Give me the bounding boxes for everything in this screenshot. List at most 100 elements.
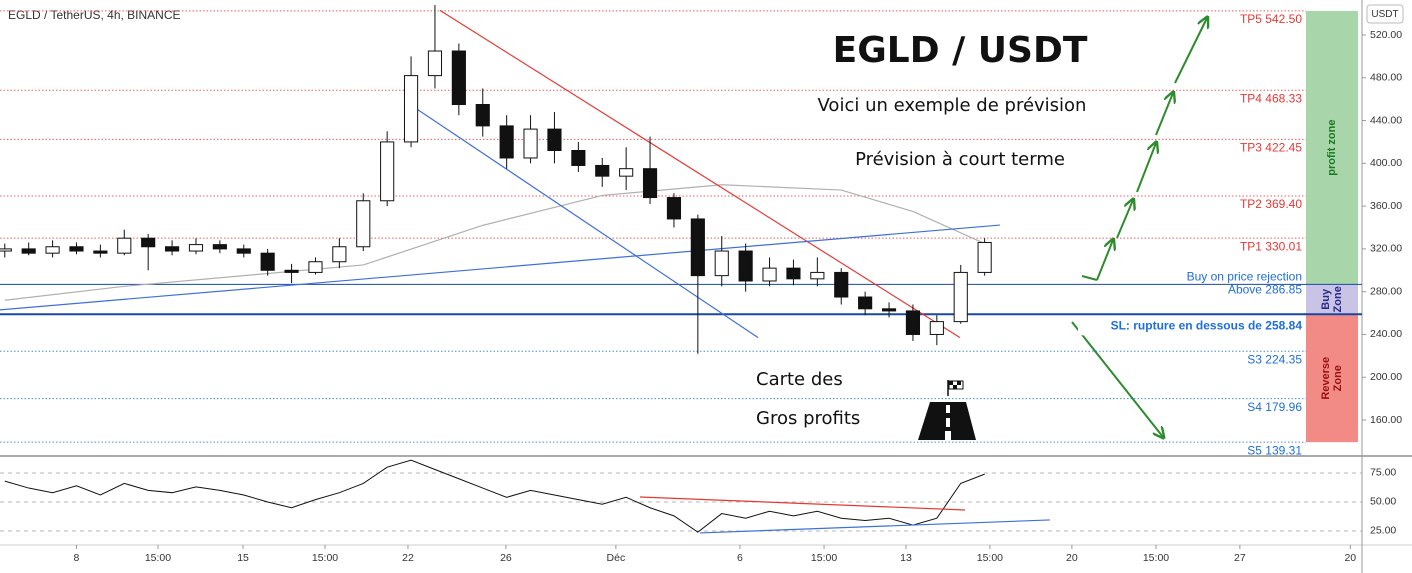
note: Prévision à court terme <box>855 149 1065 170</box>
background <box>1306 10 1358 443</box>
zone <box>1306 314 1358 443</box>
unit-box <box>1366 4 1404 24</box>
candle-body <box>212 244 227 250</box>
trend-line <box>439 9 961 339</box>
x-tick-label: 13 <box>900 552 912 564</box>
zone <box>1306 10 1358 285</box>
note: Carte des <box>756 369 843 390</box>
candle-body <box>666 197 682 220</box>
candle-body <box>714 250 729 277</box>
x-tick-label: 15:00 <box>1143 552 1169 564</box>
y-tick-label: 50.00 <box>1370 496 1396 508</box>
zone <box>1306 284 1358 315</box>
zone-label: Buy <box>1320 288 1332 310</box>
zone-label: profit zone <box>1326 120 1338 176</box>
candle-body <box>117 237 132 254</box>
candle-body <box>499 125 514 159</box>
note: Voici un exemple de prévision <box>818 95 1087 116</box>
x-tick-label: 15 <box>237 552 249 564</box>
moving-average <box>4 184 985 301</box>
trend-line <box>414 107 759 339</box>
candle-body <box>69 246 84 252</box>
candle-body <box>881 308 897 312</box>
candle-body <box>547 128 562 151</box>
trend-line <box>639 496 966 511</box>
level-label: Above 286.85 <box>1228 283 1302 297</box>
candle-body <box>690 218 705 277</box>
x-tick-label: Déc <box>607 552 626 564</box>
x-tick-label: 27 <box>1234 552 1246 564</box>
candle-body <box>953 271 968 323</box>
candle-body <box>45 246 60 254</box>
y-tick-label: 75.00 <box>1370 467 1396 479</box>
level-label: SL: rupture en dessous de 258.84 <box>1111 318 1303 332</box>
candle-body <box>21 248 36 254</box>
x-tick-label: 15:00 <box>811 552 837 564</box>
candle-body <box>977 241 992 273</box>
y-tick-label: 440.00 <box>1370 114 1402 126</box>
level-label: TP4 468.33 <box>1240 91 1302 105</box>
level-label: S4 179.96 <box>1247 400 1302 414</box>
candle-body <box>595 164 610 177</box>
y-tick-label: 360.00 <box>1370 200 1402 212</box>
y-tick-label: 25.00 <box>1370 525 1396 537</box>
candle-body <box>523 128 538 159</box>
candle-body <box>571 149 586 166</box>
trend-line <box>0 224 1000 311</box>
candle-body <box>810 271 825 280</box>
candle-body <box>380 141 395 202</box>
x-tick-label: 15:00 <box>977 552 1003 564</box>
candle-body <box>786 267 801 280</box>
candle-body <box>308 261 323 273</box>
x-tick-label: 26 <box>500 552 512 564</box>
x-tick-label: 22 <box>402 552 414 564</box>
y-tick-label: 520.00 <box>1370 29 1402 41</box>
candle-body <box>332 246 347 263</box>
note: Gros profits <box>756 408 860 429</box>
candle-body <box>619 168 634 177</box>
candle-body <box>141 237 156 248</box>
y-tick-label: 400.00 <box>1370 157 1402 169</box>
candle-body <box>427 50 443 77</box>
unit-label: USDT <box>1371 9 1398 20</box>
x-tick-label: 20 <box>1344 552 1356 564</box>
candle-body <box>929 321 944 335</box>
headline: EGLD / USDT <box>833 30 1088 71</box>
candle-body <box>260 252 275 271</box>
candle-body <box>762 267 777 282</box>
x-tick-label: 8 <box>74 552 80 564</box>
candle-body <box>738 250 753 282</box>
candle-body <box>642 168 658 199</box>
level-label: TP3 422.45 <box>1240 140 1302 154</box>
level-note: Buy on price rejection <box>1187 270 1302 284</box>
zone-label: Reverse <box>1320 357 1332 400</box>
y-tick-label: 480.00 <box>1370 72 1402 84</box>
forecast-arrows <box>1071 18 1207 437</box>
level-label: TP5 542.50 <box>1240 12 1302 26</box>
candle-body <box>284 269 299 273</box>
candle-body <box>236 248 251 254</box>
candle-body <box>0 248 12 252</box>
x-tick-label: 15:00 <box>312 552 338 564</box>
trend-line <box>699 519 1050 534</box>
candle-body <box>93 250 108 254</box>
candle-body <box>834 271 849 298</box>
y-tick-label: 200.00 <box>1370 371 1402 383</box>
y-tick-label: 240.00 <box>1370 328 1402 340</box>
level-label: TP2 369.40 <box>1240 197 1302 211</box>
candle-body <box>188 244 204 252</box>
candle-body <box>451 50 466 105</box>
candle-body <box>858 296 873 310</box>
x-tick-label: 20 <box>1066 552 1078 564</box>
zone-label: Zone <box>1332 365 1344 391</box>
rsi-line <box>4 459 985 533</box>
level-label: TP1 330.01 <box>1240 239 1302 253</box>
y-tick-label: 160.00 <box>1370 414 1402 426</box>
level-label: S5 139.31 <box>1247 443 1302 457</box>
candle-body <box>475 103 490 127</box>
candle-body <box>905 310 921 335</box>
x-tick-label: 6 <box>737 552 743 564</box>
level-label: S3 224.35 <box>1247 352 1302 366</box>
y-tick-label: 280.00 <box>1370 285 1402 297</box>
